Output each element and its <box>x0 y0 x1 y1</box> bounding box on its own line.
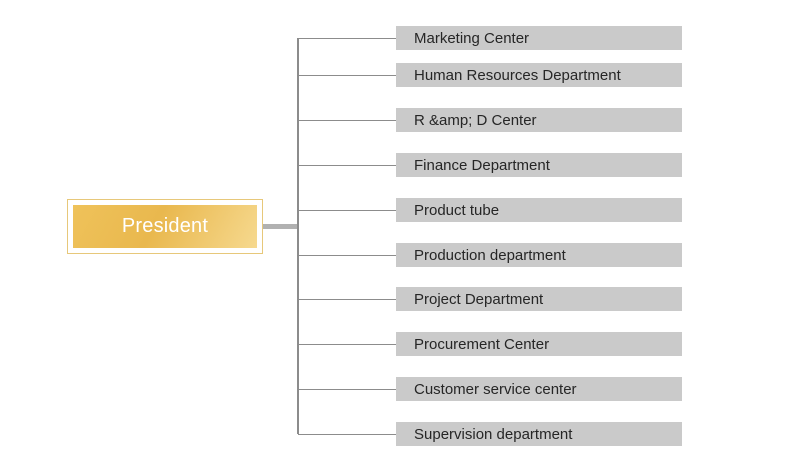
department-node-label: Human Resources Department <box>414 66 621 84</box>
department-node-label: R &amp; D Center <box>414 111 537 129</box>
root-connector-line <box>263 224 298 229</box>
department-node[interactable]: Human Resources Department <box>396 63 682 87</box>
department-node[interactable]: Finance Department <box>396 153 682 177</box>
department-node-label: Finance Department <box>414 156 550 174</box>
department-node[interactable]: Marketing Center <box>396 26 682 50</box>
department-node[interactable]: R &amp; D Center <box>396 108 682 132</box>
branch-connector-line <box>298 388 396 390</box>
branch-connector-line <box>298 164 396 166</box>
department-node-label: Project Department <box>414 290 544 308</box>
department-node[interactable]: Production department <box>396 243 682 267</box>
trunk-connector-line <box>297 38 299 434</box>
department-node[interactable]: Procurement Center <box>396 332 682 356</box>
department-node-label: Procurement Center <box>414 335 550 353</box>
department-node[interactable]: Product tube <box>396 198 682 222</box>
department-node[interactable]: Customer service center <box>396 377 682 401</box>
branch-connector-line <box>298 298 396 300</box>
department-node-label: Customer service center <box>414 380 577 398</box>
branch-connector-line <box>298 433 396 435</box>
department-node[interactable]: Supervision department <box>396 422 682 446</box>
branch-connector-line <box>298 343 396 345</box>
branch-connector-line <box>298 74 396 76</box>
branch-connector-line <box>298 209 396 211</box>
branch-connector-line <box>298 254 396 256</box>
department-node-label: Supervision department <box>414 425 573 443</box>
department-node-label: Product tube <box>414 201 500 219</box>
president-node-label: President <box>121 215 209 237</box>
president-node-fill: President <box>73 205 257 248</box>
president-node[interactable]: President <box>67 199 263 254</box>
department-node-label: Marketing Center <box>414 29 530 47</box>
branch-connector-line <box>298 37 396 39</box>
department-node[interactable]: Project Department <box>396 287 682 311</box>
department-node-label: Production department <box>414 246 566 264</box>
branch-connector-line <box>298 119 396 121</box>
